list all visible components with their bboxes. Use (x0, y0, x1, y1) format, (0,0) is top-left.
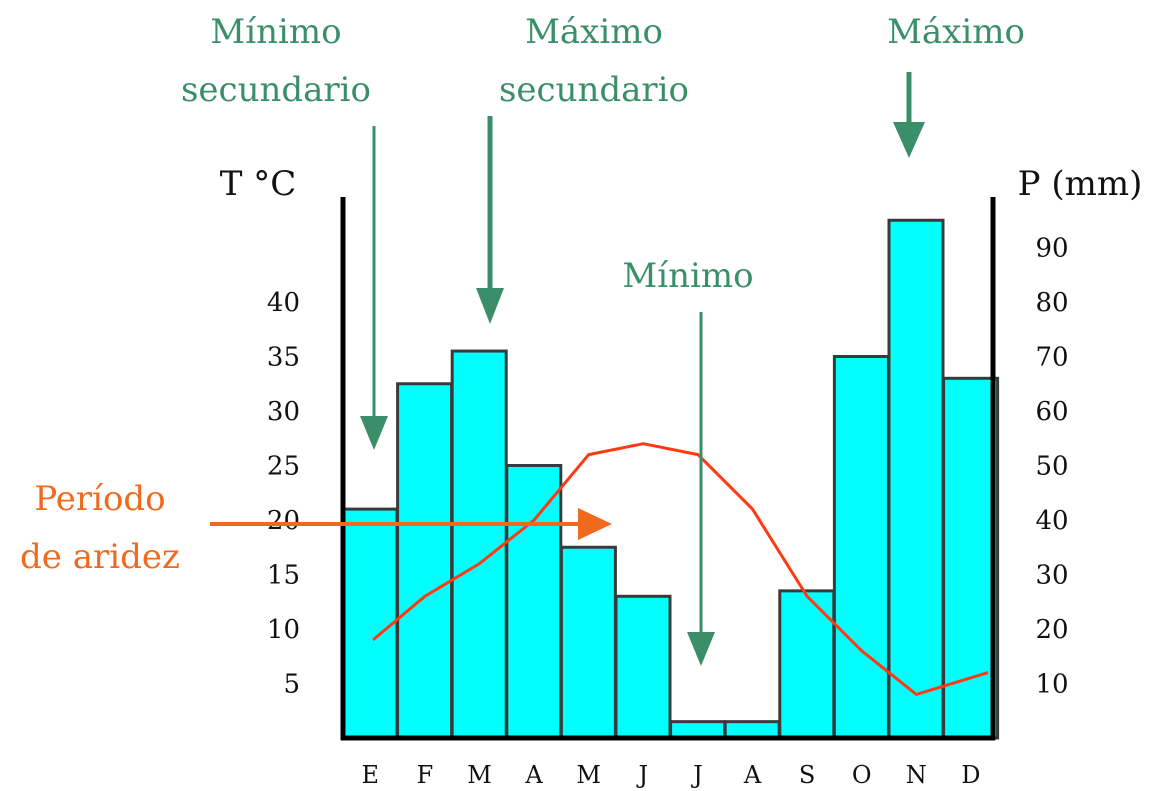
precip-bar-10 (887, 218, 945, 740)
arrow-max-secondary (476, 116, 504, 324)
right-tick-labels: 10 20 30 40 50 60 70 80 90 (1035, 234, 1068, 700)
left-tick-label: 40 (267, 288, 300, 318)
right-tick-label: 60 (1035, 397, 1068, 427)
precip-bar-4 (559, 545, 617, 740)
annotation-max: Máximo (887, 12, 1025, 52)
month-label: M (467, 761, 492, 789)
month-label: E (362, 761, 380, 789)
annotation-aridity-line2: de aridez (20, 537, 180, 577)
left-tick-label: 35 (267, 343, 300, 373)
right-tick-label: 40 (1035, 506, 1068, 536)
precip-bar-2 (450, 349, 508, 740)
annotation-max-secondary-line2: secundario (499, 70, 689, 110)
month-label: M (576, 761, 601, 789)
temperature-line (372, 442, 989, 696)
right-tick-label: 80 (1035, 288, 1068, 318)
month-label: J (635, 761, 648, 789)
month-label: D (961, 761, 980, 789)
arrow-min (687, 312, 715, 666)
arrow-aridity (210, 508, 612, 540)
precip-bar-0 (341, 507, 399, 740)
annotation-max-secondary-line1: Máximo (525, 12, 663, 52)
month-label: A (743, 761, 762, 789)
left-tick-label: 20 (267, 506, 300, 536)
precip-bar-9 (832, 355, 890, 740)
month-label: O (852, 761, 872, 789)
precip-bar-3 (505, 464, 563, 740)
annotation-min-secondary-line1: Mínimo (210, 12, 341, 52)
annotation-min: Mínimo (622, 256, 753, 296)
month-label: F (417, 761, 434, 789)
right-tick-label: 10 (1035, 670, 1068, 700)
precip-bar-5 (614, 594, 672, 740)
left-tick-labels: 5 10 15 20 25 30 35 40 (267, 288, 300, 700)
left-tick-label: 10 (267, 615, 300, 645)
right-tick-label: 70 (1035, 343, 1068, 373)
month-label: N (906, 761, 927, 789)
arrow-min-secondary (360, 126, 388, 450)
month-label: S (799, 761, 815, 789)
left-axis-title: T °C (220, 164, 297, 204)
left-tick-label: 25 (267, 452, 300, 482)
precipitation-bars (341, 218, 1000, 740)
right-tick-label: 20 (1035, 615, 1068, 645)
left-tick-label: 5 (283, 670, 300, 700)
month-label: J (690, 761, 703, 789)
annotation-aridity-line1: Período (34, 479, 165, 519)
temperature-polyline (372, 442, 989, 696)
left-tick-label: 30 (267, 397, 300, 427)
right-tick-label: 90 (1035, 234, 1068, 264)
right-tick-label: 30 (1035, 561, 1068, 591)
right-tick-label: 50 (1035, 452, 1068, 482)
left-tick-label: 15 (267, 561, 300, 591)
precip-bar-1 (396, 382, 454, 740)
right-axis-title: P (mm) (1018, 164, 1143, 204)
annotation-min-secondary-line2: secundario (181, 70, 371, 110)
arrow-max (893, 72, 925, 158)
month-label: A (524, 761, 543, 789)
